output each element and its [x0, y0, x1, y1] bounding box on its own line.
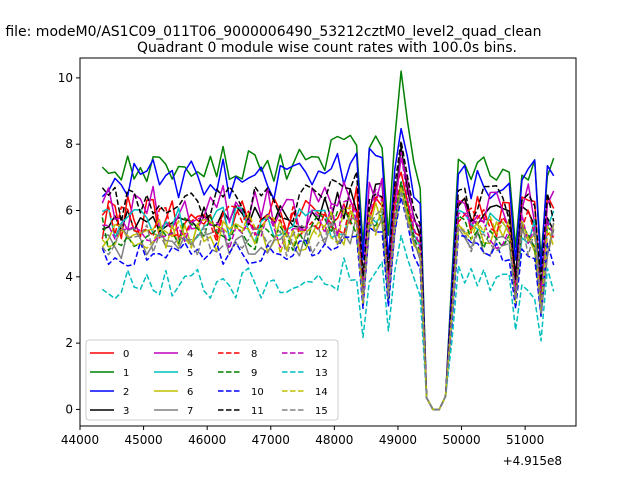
- x-tick-label: 46000: [188, 433, 226, 447]
- legend-label-13: 13: [315, 368, 328, 379]
- x-tick-label: 51000: [506, 433, 544, 447]
- legend-label-2: 2: [123, 387, 129, 398]
- series-line-12: [102, 151, 555, 411]
- y-tick-label: 2: [65, 336, 73, 350]
- legend-label-15: 15: [315, 406, 328, 417]
- series-line-9: [101, 181, 555, 411]
- legend-label-6: 6: [187, 387, 193, 398]
- figure-suptitle: n file: modeM0/AS1C09_011T06_9000006490_…: [0, 24, 541, 40]
- legend-label-14: 14: [315, 387, 328, 398]
- y-tick-label: 6: [65, 204, 73, 218]
- legend-label-8: 8: [251, 349, 257, 360]
- legend-label-9: 9: [251, 368, 257, 379]
- y-tick-label: 0: [65, 402, 73, 416]
- series-line-5: [101, 181, 555, 411]
- x-tick-label: 48000: [315, 433, 353, 447]
- x-offset-label: +4.915e8: [503, 454, 562, 468]
- y-tick-label: 4: [65, 270, 73, 284]
- legend-label-5: 5: [187, 368, 193, 379]
- legend-label-1: 1: [123, 368, 129, 379]
- series-line-1: [101, 70, 555, 411]
- y-axis: 0 2 4 6 8 10: [58, 71, 80, 416]
- legend-label-11: 11: [251, 406, 264, 417]
- legend-label-0: 0: [123, 349, 129, 360]
- x-tick-label: 50000: [442, 433, 480, 447]
- x-tick-label: 44000: [61, 433, 99, 447]
- legend-label-12: 12: [315, 349, 328, 360]
- y-tick-label: 8: [65, 137, 73, 151]
- plot-frame: [79, 57, 577, 427]
- series-line-11: [101, 140, 555, 411]
- legend-frame: [85, 339, 339, 421]
- legend-label-10: 10: [251, 387, 264, 398]
- series-line-14: [101, 185, 555, 411]
- x-axis: 44000 45000 46000 47000 48000 49000 50000 51000: [61, 426, 544, 447]
- x-tick-label: 47000: [252, 433, 290, 447]
- y-tick-label: 10: [58, 71, 73, 85]
- legend-label-4: 4: [187, 349, 193, 360]
- series-line-13: [101, 234, 555, 411]
- legend-label-7: 7: [187, 406, 193, 417]
- legend-label-3: 3: [123, 406, 129, 417]
- chart-title: Quadrant 0 module wise count rates with …: [137, 40, 517, 56]
- series-line-2: [101, 127, 555, 411]
- x-tick-label: 45000: [124, 433, 162, 447]
- series-layer: [101, 70, 555, 411]
- series-line-10: [101, 196, 555, 411]
- x-tick-label: 49000: [379, 433, 417, 447]
